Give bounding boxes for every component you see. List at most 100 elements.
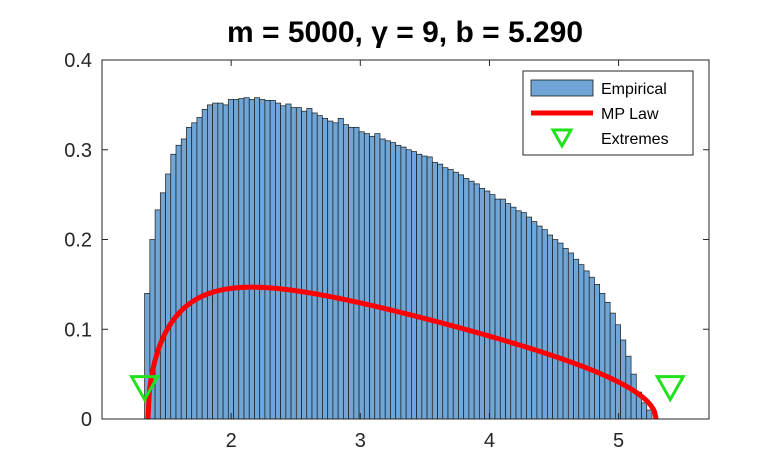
histogram-bar xyxy=(604,301,611,420)
histogram-bar xyxy=(484,190,491,420)
histogram-bar xyxy=(452,171,459,420)
extreme-marker xyxy=(654,375,686,403)
histogram-bar xyxy=(369,135,376,420)
histogram-bar xyxy=(526,216,533,420)
legend-label-mp-law: MP Law xyxy=(601,106,659,123)
histogram-bar xyxy=(233,99,240,420)
axis-ticks: 2 3 4 5 0 0.1 0.2 0.3 0.4 xyxy=(64,50,709,452)
histogram-bar xyxy=(468,180,475,420)
chart-title: m = 5000, γ = 9, b = 5.290 xyxy=(227,16,583,49)
histogram-bar xyxy=(165,173,172,420)
histogram-bar xyxy=(379,138,386,420)
y-tick-label: 0.3 xyxy=(64,140,92,162)
histogram-bar xyxy=(285,103,292,420)
histogram-bar xyxy=(180,138,187,420)
histogram-bar xyxy=(358,131,365,420)
legend-label-extremes: Extremes xyxy=(601,131,669,148)
histogram-bar xyxy=(479,187,485,420)
histogram-bar xyxy=(615,324,621,420)
histogram-bar xyxy=(431,161,438,420)
histogram-bar xyxy=(599,293,606,420)
histogram-bar xyxy=(390,142,397,420)
histogram-bar xyxy=(348,126,355,420)
histogram-bar xyxy=(170,153,177,420)
histogram-bar xyxy=(536,225,543,420)
legend-swatch-empirical xyxy=(530,79,594,97)
y-tick-label: 0 xyxy=(81,409,92,431)
histogram-bar xyxy=(374,133,381,420)
histogram-bar xyxy=(217,102,224,420)
histogram-bar xyxy=(186,126,193,420)
histogram-bar xyxy=(322,117,329,420)
histogram-bar xyxy=(541,229,548,420)
histogram-bar xyxy=(630,373,637,420)
histogram-bar xyxy=(159,192,166,420)
histogram-bar xyxy=(306,108,313,420)
histogram-bar xyxy=(311,112,318,420)
histogram-bar xyxy=(505,203,512,420)
histogram-bar xyxy=(594,284,601,420)
histogram-bar xyxy=(196,117,203,420)
histogram-bar xyxy=(212,102,219,420)
histogram-bar xyxy=(473,183,480,420)
histogram-bar xyxy=(264,100,271,420)
histogram-bar xyxy=(515,210,522,420)
histogram-bar xyxy=(520,212,527,420)
histogram-bar xyxy=(201,109,208,420)
histogram-bar xyxy=(646,409,653,420)
x-tick-label: 2 xyxy=(226,430,237,452)
histogram-bar xyxy=(426,156,433,420)
histogram-bar xyxy=(547,234,553,420)
histogram-bar xyxy=(578,264,585,420)
legend-swatch-extremes xyxy=(550,128,574,150)
histogram-bar xyxy=(154,209,161,420)
histogram-bar xyxy=(327,120,334,420)
histogram-bar xyxy=(259,99,266,420)
x-tick-label: 5 xyxy=(613,430,624,452)
histogram-bar xyxy=(343,124,349,420)
plot-area xyxy=(129,97,686,420)
histogram-bar xyxy=(269,100,276,420)
histogram-bar xyxy=(620,339,627,420)
histogram-bar xyxy=(609,312,616,420)
histogram-bar xyxy=(395,144,402,420)
histogram-bar xyxy=(463,178,470,420)
histogram-bar xyxy=(588,276,595,420)
histogram-bar xyxy=(248,99,255,420)
histogram-bar xyxy=(557,242,564,420)
histogram-bar xyxy=(447,169,454,420)
histogram-bar xyxy=(384,140,391,420)
histogram-bar xyxy=(416,153,423,420)
histogram-bar xyxy=(280,105,287,420)
histogram-bar xyxy=(494,198,501,420)
histogram-bar xyxy=(442,167,449,420)
histogram-bar xyxy=(405,149,412,420)
histogram-bar xyxy=(222,104,229,420)
x-tick-label: 4 xyxy=(484,430,495,452)
histogram-bar xyxy=(191,122,198,420)
histogram-bar xyxy=(275,102,281,420)
histogram-bar xyxy=(295,107,302,420)
histogram-bar xyxy=(489,194,496,420)
histogram-bar xyxy=(531,221,538,420)
extreme-marker xyxy=(129,375,161,403)
legend-label-empirical: Empirical xyxy=(601,81,667,98)
histogram-bar xyxy=(583,270,590,420)
histogram-bar xyxy=(175,144,182,420)
histogram-bar xyxy=(363,133,370,420)
histogram-bar xyxy=(290,107,297,420)
histogram-bar xyxy=(400,146,407,420)
x-tick-label: 3 xyxy=(355,430,366,452)
y-tick-label: 0.2 xyxy=(64,230,92,252)
histogram-bar xyxy=(573,258,580,420)
histogram-bar xyxy=(499,198,506,420)
histogram-bar xyxy=(254,97,261,420)
histogram-bar xyxy=(238,98,245,420)
histogram-bar xyxy=(337,117,344,420)
histogram-bar xyxy=(207,104,213,420)
histogram-bar xyxy=(510,206,517,420)
histogram-bar xyxy=(552,239,559,420)
y-tick-label: 0.4 xyxy=(64,50,92,72)
histogram-bar xyxy=(641,402,648,420)
histogram-bar xyxy=(562,248,569,420)
